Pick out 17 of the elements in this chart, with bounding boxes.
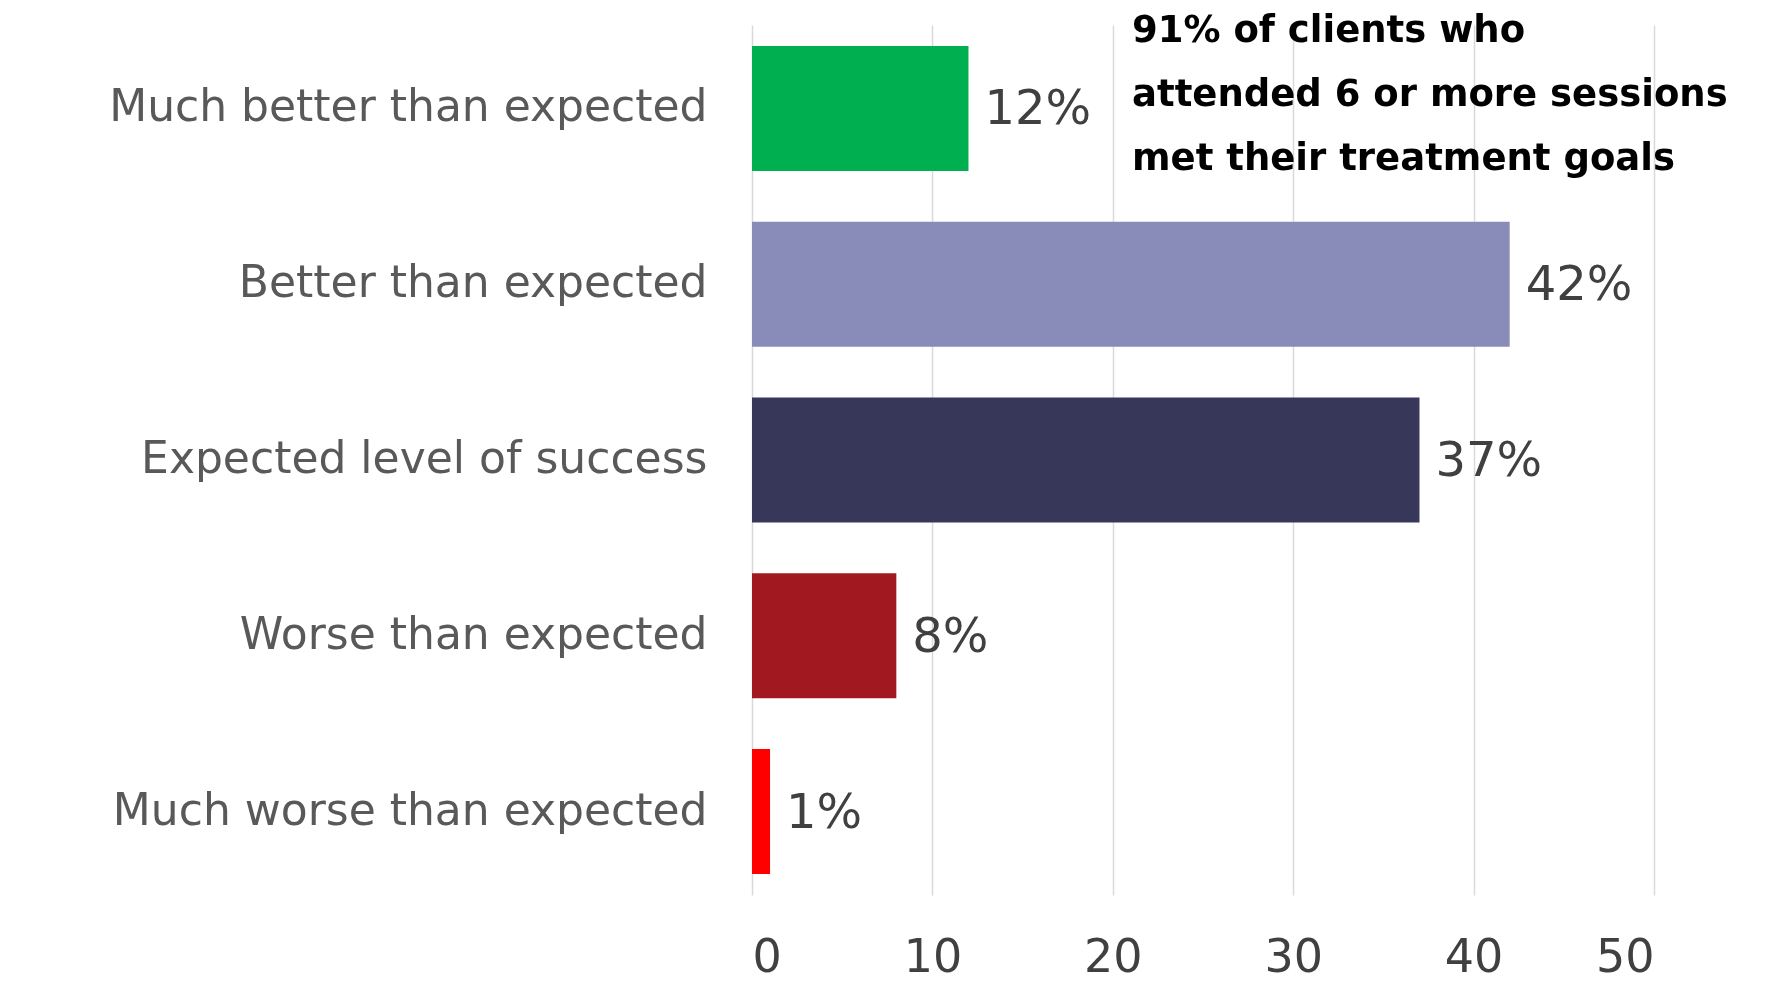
x-tick-label: 10 — [903, 928, 963, 983]
x-tick-label: 0 — [752, 928, 782, 983]
y-tick-label: Expected level of success — [141, 432, 708, 483]
x-tick-label: 20 — [1084, 928, 1143, 983]
y-tick-label: Much better than expected — [109, 80, 708, 132]
x-tick-label: 30 — [1264, 928, 1323, 983]
y-tick-label: Better than expected — [238, 256, 708, 308]
data-label: 8% — [912, 606, 989, 663]
x-tick-label: 50 — [1595, 928, 1655, 983]
data-label: 12% — [984, 79, 1092, 136]
data-label: 42% — [1525, 255, 1633, 312]
annotation: 91% of clients who attended 6 or more sessions met their treatment goals — [1132, 8, 1728, 179]
data-label: 1% — [786, 782, 863, 839]
y-tick-label: Worse than expected — [239, 607, 708, 659]
data-label: 37% — [1435, 431, 1543, 487]
x-tick-label: 40 — [1444, 928, 1504, 983]
y-tick-label: Much worse than expected — [112, 783, 708, 835]
